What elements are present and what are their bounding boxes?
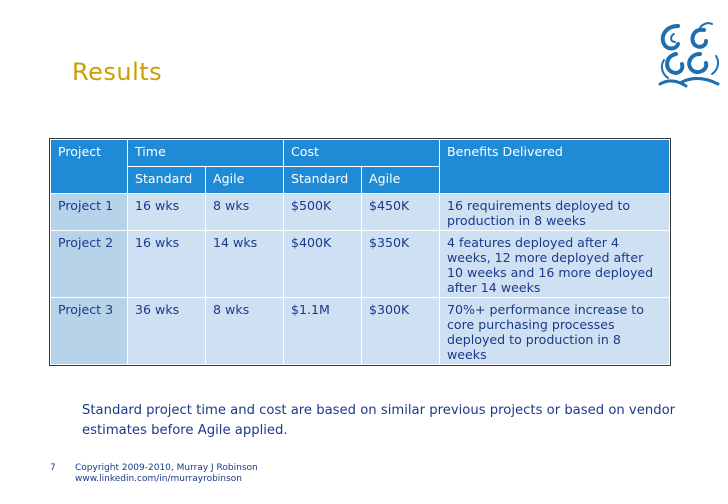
copyright-text: Copyright 2009-2010, Murray J Robinson — [75, 463, 258, 473]
benefits-cell: 4 features deployed after 4 weeks, 12 mo… — [439, 230, 670, 298]
project-name: Project 2 — [50, 230, 128, 298]
table-header-row: Project Time Cost Benefits Delivered — [50, 139, 670, 194]
cost-standard-cell: $400K — [283, 230, 362, 298]
table-row: Project 3 36 wks 8 wks $1.1M $300K 70%+ … — [50, 297, 670, 365]
results-table: Project Time Cost Benefits Delivered Sta… — [49, 138, 671, 366]
benefits-cell: 70%+ performance increase to core purcha… — [439, 297, 670, 365]
table-row: Project 2 16 wks 14 wks $400K $350K 4 fe… — [50, 230, 670, 298]
header-cost-standard: Standard — [283, 166, 362, 194]
project-name: Project 3 — [50, 297, 128, 365]
header-time-standard: Standard — [127, 166, 206, 194]
cost-agile-cell: $450K — [361, 193, 440, 231]
table-subheader-row: Standard Agile Standard Agile — [51, 166, 670, 194]
page-number: 7 — [50, 463, 56, 473]
time-agile-cell: 8 wks — [205, 297, 284, 365]
table-row: Project 1 16 wks 8 wks $500K $450K 16 re… — [50, 193, 670, 231]
copyright-block: Copyright 2009-2010, Murray J Robinson w… — [75, 463, 258, 485]
time-standard-cell: 16 wks — [127, 193, 206, 231]
cost-standard-cell: $1.1M — [283, 297, 362, 365]
footnote: Standard project time and cost are based… — [82, 403, 676, 438]
project-name: Project 1 — [50, 193, 128, 231]
cost-standard-cell: $500K — [283, 193, 362, 231]
time-standard-cell: 16 wks — [127, 230, 206, 298]
cost-agile-cell: $300K — [361, 297, 440, 365]
slide-title: Results — [72, 58, 163, 86]
header-time-agile: Agile — [205, 166, 284, 194]
header-time: Time — [127, 139, 284, 167]
swirl-wave-logo-icon — [658, 22, 720, 88]
time-agile-cell: 14 wks — [205, 230, 284, 298]
header-benefits: Benefits Delivered — [439, 139, 670, 194]
benefits-cell: 16 requirements deployed to production i… — [439, 193, 670, 231]
header-cost-agile: Agile — [361, 166, 440, 194]
profile-link[interactable]: www.linkedin.com/in/murrayrobinson — [75, 474, 242, 484]
time-agile-cell: 8 wks — [205, 193, 284, 231]
cost-agile-cell: $350K — [361, 230, 440, 298]
header-cost: Cost — [283, 139, 440, 167]
time-standard-cell: 36 wks — [127, 297, 206, 365]
header-project: Project — [50, 139, 128, 194]
